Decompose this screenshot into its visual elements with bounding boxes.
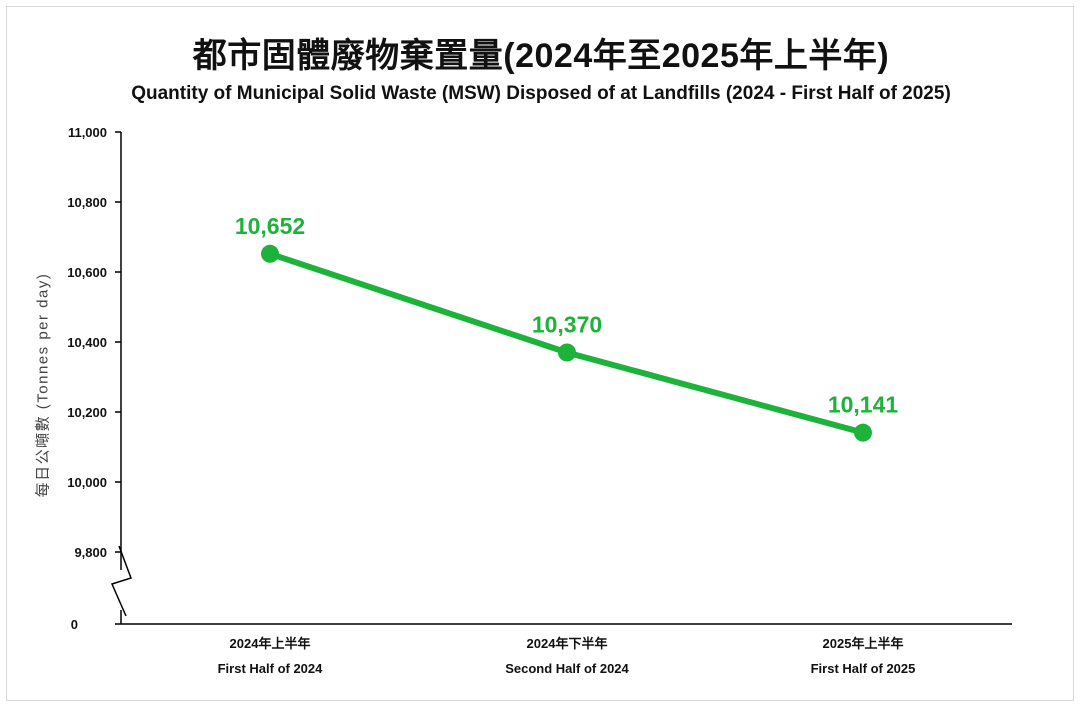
y-tick-label: 9,800 <box>74 545 107 560</box>
y-tick-label: 10,000 <box>67 475 107 490</box>
chart-frame <box>6 6 1074 701</box>
data-point <box>854 423 872 442</box>
x-tick-label-zh: 2024年下半年 <box>527 636 608 651</box>
data-point <box>558 343 576 362</box>
data-label: 10,141 <box>828 392 899 418</box>
x-tick-label-zh: 2025年上半年 <box>823 636 904 651</box>
series-line <box>267 250 866 436</box>
y-tick-label: 10,800 <box>67 195 107 210</box>
data-label: 10,652 <box>235 213 305 239</box>
x-tick-label-en: First Half of 2024 <box>218 661 324 676</box>
y-tick-label: 11,000 <box>68 125 107 140</box>
chart-title: 都市固體廢物棄置量(2024年至2025年上半年) <box>192 37 890 75</box>
chart-subtitle: Quantity of Municipal Solid Waste (MSW) … <box>131 83 951 104</box>
x-tick-label-en: Second Half of 2024 <box>505 661 629 676</box>
y-origin-label: 0 <box>71 617 78 632</box>
y-tick-label: 10,400 <box>67 335 107 350</box>
axis-break-symbol <box>110 545 132 617</box>
y-tick-label: 10,600 <box>67 265 107 280</box>
x-tick-label-en: First Half of 2025 <box>811 661 916 676</box>
data-point <box>261 244 279 263</box>
y-tick-label: 10,200 <box>67 405 107 420</box>
data-label: 10,370 <box>532 312 602 338</box>
x-tick-label-zh: 2024年上半年 <box>230 636 311 651</box>
